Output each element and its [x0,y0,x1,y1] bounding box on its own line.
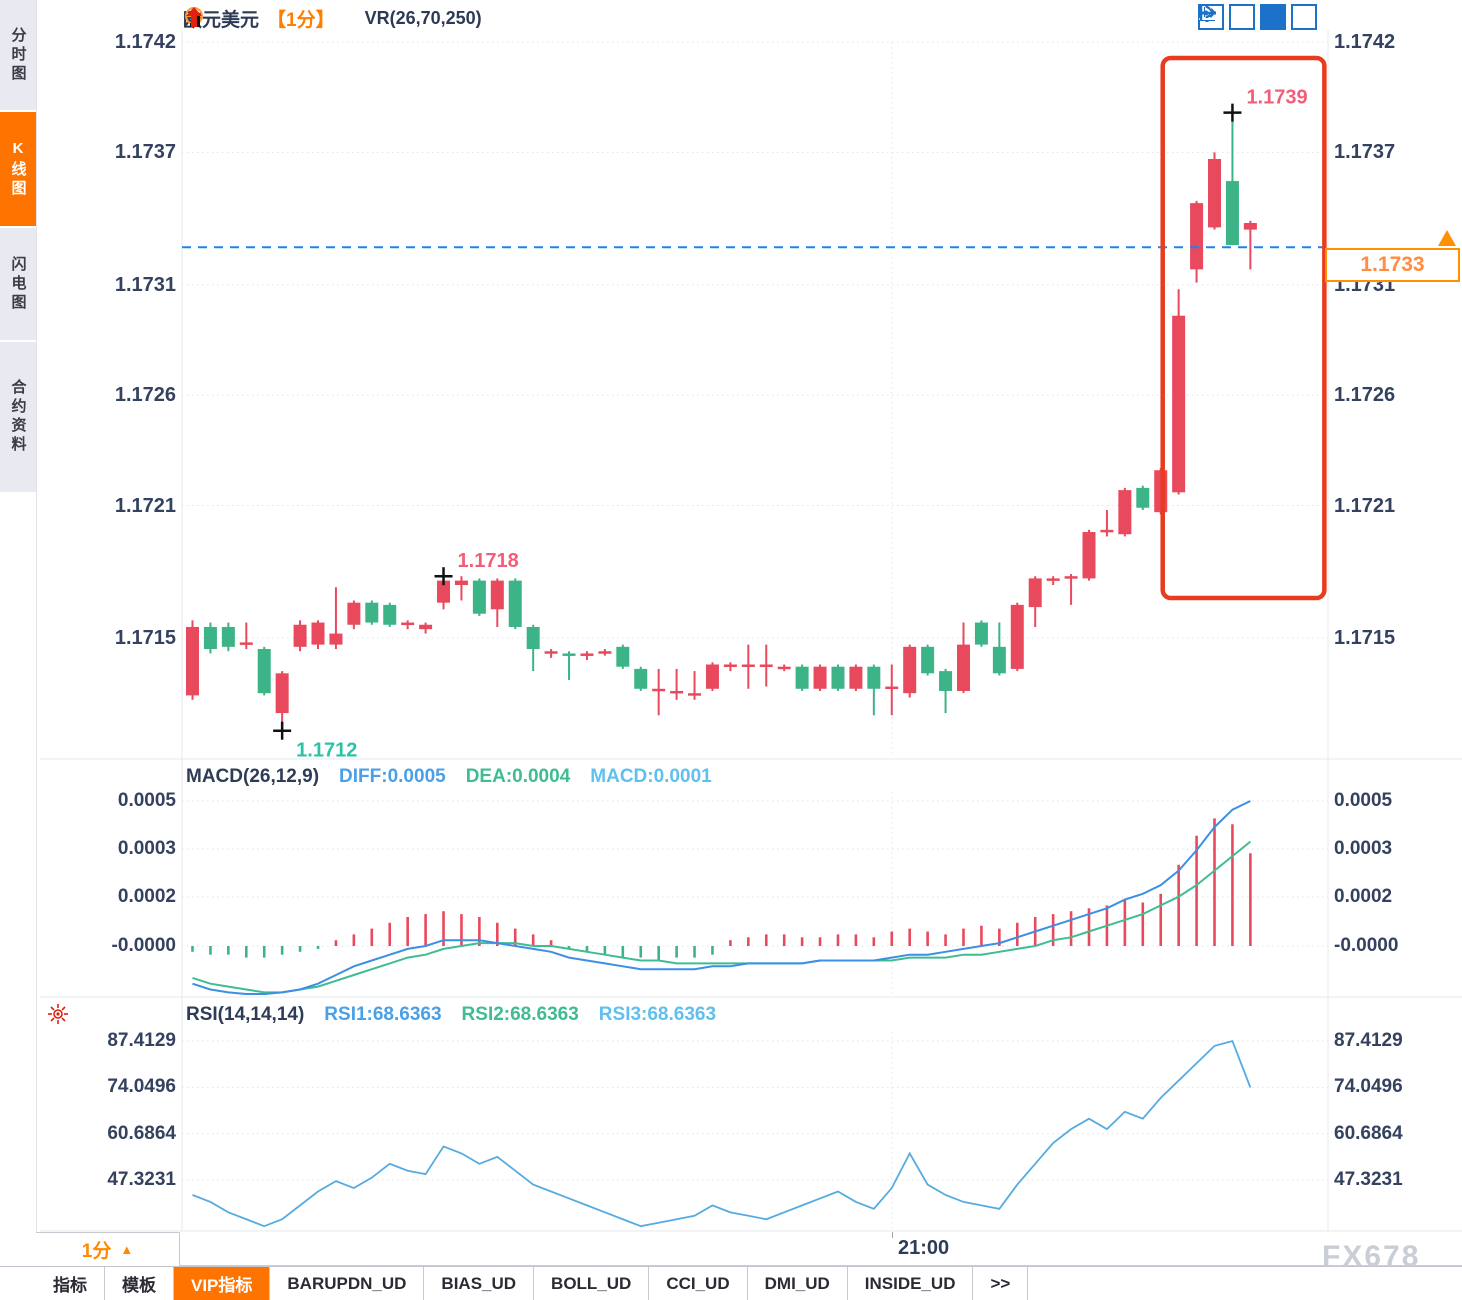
axis-tick-label: 74.0496 [107,1076,176,1098]
bottom-tab-10[interactable]: >> [973,1267,1029,1300]
price-marker-label: 1.1712 [296,740,357,762]
rsi1-value: RSI1:68.6363 [324,1004,442,1025]
sidebar-item-4[interactable]: 合约资料 [0,342,36,492]
rsi3-value: RSI3:68.6363 [598,1004,717,1025]
axis-tick-label: 47.3231 [1334,1169,1403,1190]
price-marker-label: 1.1739 [1246,87,1307,109]
sidebar-item-3[interactable]: 闪电图 [0,228,36,340]
axis-tick-label: 0.0005 [1334,790,1393,811]
sidebar-item-1[interactable]: 分时图 [0,0,36,110]
macd-header: MACD(26,12,9) DIFF:0.0005 DEA:0.0004 MAC… [186,766,712,788]
current-price-tag: 1.1733 [1325,248,1460,282]
rsi-header: RSI(14,14,14) RSI1:68.6363 RSI2:68.6363 … [186,1004,716,1026]
axis-tick-label: 1.1721 [114,494,176,517]
axis-tick-label: 1.1715 [1334,627,1396,649]
play-forward-icon[interactable] [1199,4,1286,30]
macd-diff-value: DIFF:0.0005 [339,766,446,787]
macd-hist-value: MACD:0.0001 [590,766,712,787]
chart-canvas[interactable]: 1.1712 1.1718 1.1739 [0,0,1462,1232]
macd-dea-value: DEA:0.0004 [465,766,571,787]
time-tick-mark [892,1232,893,1238]
bottom-tab-4[interactable]: BARUPDN_UD [270,1267,425,1300]
axis-tick-label: 0.0002 [117,886,176,907]
axis-tick-label: 87.4129 [1334,1030,1403,1051]
left-sidebar: 分时图 K线图 闪电图 合约资料 [0,0,37,1232]
axis-scale-icon[interactable] [1199,4,1255,30]
axis-tick-label: 1.1742 [114,31,176,53]
goto-latest-icon[interactable] [1199,4,1317,30]
axis-tick-label: -0.0000 [111,935,176,956]
rsi2-value: RSI2:68.6363 [461,1004,579,1025]
bottom-tab-1[interactable]: 指标 [36,1267,105,1300]
axis-tick-label: 1.1726 [1334,384,1396,407]
axis-tick-label: 1.1721 [1334,494,1396,517]
rsi-title: RSI(14,14,14) [186,1004,305,1025]
indicator-name: VR(26,70,250) [364,7,482,28]
axis-tick-label: 87.4129 [107,1030,176,1051]
bottom-tab-3[interactable]: VIP指标 [174,1267,271,1300]
axis-tick-label: 0.0003 [117,838,176,859]
corner-spacer [0,1266,36,1300]
macd-title: MACD(26,12,9) [186,766,320,787]
axis-tick-label: 1.1742 [1334,31,1396,53]
price-up-arrow-icon [1438,230,1456,246]
bottom-tab-7[interactable]: CCI_UD [649,1267,748,1300]
time-axis: 21:00 [180,1232,1462,1266]
bottom-tab-2[interactable]: 模板 [105,1267,174,1300]
sidebar-item-2[interactable]: K线图 [0,112,36,226]
chart-header: 欧元美元 【1分】 VR(26,70,250) [183,5,482,31]
interval-tag: 【1分】 [267,9,335,31]
axis-tick-label: 1.1731 [114,273,176,296]
axis-tick-label: -0.0000 [1334,935,1399,956]
hot-indicator-icon [47,1003,69,1025]
time-label: 21:00 [898,1237,950,1259]
interval-selector[interactable]: 1分 ▲ [36,1232,180,1266]
price-marker-label: 1.1718 [458,550,519,572]
axis-tick-label: 1.1715 [114,627,176,649]
interval-up-icon: ▲ [120,1242,134,1257]
interval-label: 1分 [81,1241,112,1262]
axis-tick-label: 1.1737 [1334,141,1396,164]
watermark: FX678 [1322,1240,1421,1273]
bottom-tab-5[interactable]: BIAS_UD [424,1267,535,1300]
bottom-tab-6[interactable]: BOLL_UD [534,1267,650,1300]
axis-tick-label: 60.6864 [107,1122,176,1144]
bottom-tab-8[interactable]: DMI_UD [748,1267,848,1300]
bottom-tab-9[interactable]: INSIDE_UD [848,1267,974,1300]
axis-tick-label: 60.6864 [1334,1122,1403,1144]
bottom-tab-bar: 指标 模板 VIP指标 BARUPDN_UD BIAS_UD BOLL_UD CCI_UD D… [36,1266,1462,1300]
axis-tick-label: 1.1737 [114,141,176,164]
chart-toolbar [1198,4,1317,30]
axis-tick-label: 74.0496 [1334,1076,1403,1098]
axis-tick-label: 47.3231 [107,1169,176,1190]
axis-tick-label: 0.0003 [1334,838,1393,859]
axis-tick-label: 1.1726 [114,384,176,407]
axis-tick-label: 0.0005 [117,790,176,811]
axis-tick-label: 0.0002 [1334,886,1393,907]
